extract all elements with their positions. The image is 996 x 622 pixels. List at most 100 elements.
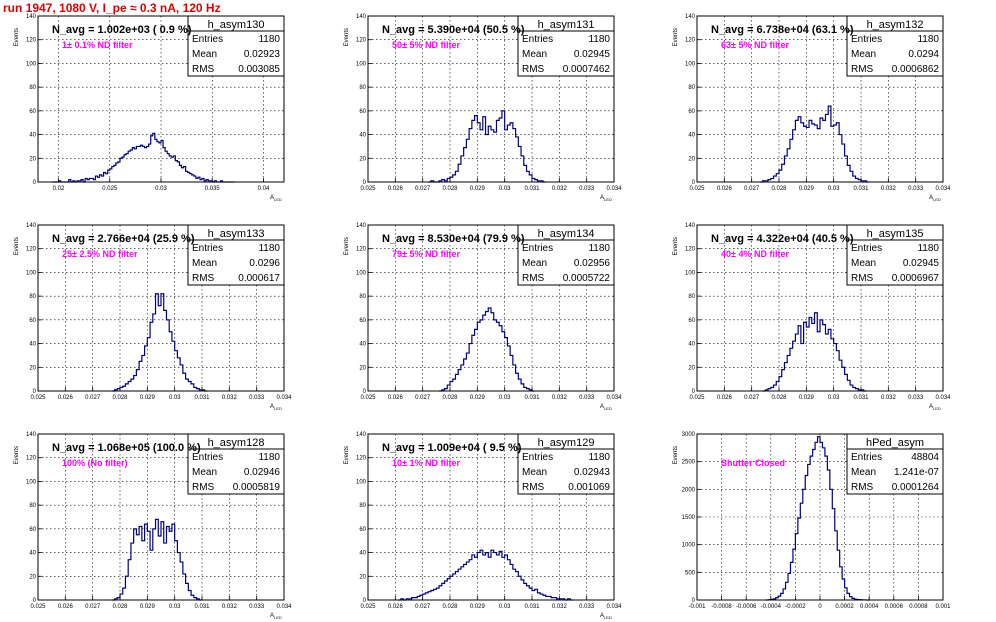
histogram-bin (494, 320, 497, 391)
histogram-bin (510, 123, 513, 182)
y-tick-label: 120 (26, 247, 37, 253)
y-tick-label: 3000 (682, 432, 696, 438)
histogram-bin (182, 168, 184, 182)
histogram-bin (167, 154, 169, 182)
histogram-bin (453, 574, 456, 600)
histogram-bin (499, 118, 502, 182)
x-tick-label: 0.033 (908, 395, 924, 401)
x-tick-label: 0.034 (606, 604, 622, 610)
x-tick-label: 0.025 (102, 186, 118, 192)
x-tick-label: 0.032 (552, 395, 568, 401)
histogram-bin (164, 310, 167, 391)
stats-box (187, 15, 285, 77)
histogram-bin (809, 317, 812, 391)
x-tick-label: 0.02 (53, 186, 65, 192)
histogram-bin (461, 567, 464, 600)
histogram-bin (136, 146, 138, 182)
y-axis-label: Events (673, 28, 679, 46)
x-tick-label: 0.034 (276, 604, 292, 610)
histogram-panel-h_asym128: 0.025 0.026 0.027 0.028 0.029 0.03 0.031 0.032 0… (14, 432, 292, 620)
x-tick-label: 0.033 (579, 604, 595, 610)
histogram-bin (141, 145, 143, 182)
stats-value: 48804 (911, 452, 939, 463)
x-tick-label: 0.029 (470, 395, 486, 401)
y-tick-label: 100 (685, 270, 696, 276)
histogram-panel-h_asym131: 0.025 0.026 0.027 0.028 0.029 0.03 0.031 0.032 0… (344, 14, 622, 202)
panel-title: N_avg = 4.322e+04 (40.5 %) (711, 233, 854, 245)
x-tick-label: 0.026 (58, 395, 74, 401)
panel-title: N_avg = 1.009e+04 ( 9.5 %) (382, 442, 522, 454)
stats-value: 1180 (258, 452, 280, 463)
x-tick-label: 0.035 (205, 186, 221, 192)
x-tick-label: 0.025 (360, 186, 376, 192)
stats-label: RMS (851, 273, 874, 284)
y-tick-label: 0 (33, 598, 37, 604)
panel-note: 40± 4% ND filter (721, 249, 789, 259)
panel-note: 79± 5% ND filter (392, 249, 460, 259)
x-tick-label: 0.0006 (885, 604, 904, 610)
histogram-bin (149, 144, 151, 182)
histogram-bin (505, 555, 508, 600)
stats-value: 0.02956 (574, 258, 611, 269)
y-tick-label: 0 (363, 180, 367, 186)
x-tick-label: 0.027 (415, 395, 431, 401)
histogram-bin (102, 176, 104, 182)
x-tick-label: 0.029 (470, 604, 486, 610)
stats-box (187, 433, 285, 495)
y-tick-label: 40 (359, 342, 366, 348)
stats-label: Entries (522, 243, 553, 254)
histogram-bin (450, 576, 453, 600)
y-tick-label: 40 (359, 551, 366, 557)
histogram-bin (475, 557, 478, 600)
histogram-bin (483, 555, 486, 600)
y-tick-label: 2500 (682, 460, 696, 466)
histogram-bin (153, 314, 156, 391)
panel-note: 50± 5% ND filter (392, 40, 460, 50)
stats-value: 0.02946 (244, 467, 281, 478)
histogram-bin (147, 146, 149, 182)
stats-label: RMS (192, 64, 215, 75)
histogram-bin (480, 130, 483, 182)
histogram-bin (163, 148, 165, 182)
x-tick-label: 0.03 (499, 604, 511, 610)
x-tick-label: 0.001 (935, 604, 951, 610)
x-tick-label: 0.025 (30, 395, 46, 401)
x-axis-label: ALED (270, 404, 282, 411)
histogram-bin (812, 124, 815, 182)
y-tick-label: 20 (688, 156, 695, 162)
histogram-bin (817, 129, 820, 182)
stats-value: 0.0007462 (563, 64, 611, 75)
x-tick-label: -0.0006 (736, 604, 757, 610)
stats-value: 0.0006967 (892, 273, 940, 284)
histogram-bin (817, 332, 820, 391)
x-tick-label: 0.03 (828, 186, 840, 192)
stats-value: 1180 (917, 34, 939, 45)
histogram-bin (499, 326, 502, 391)
histogram-bin (464, 564, 467, 600)
plot-frame (696, 224, 944, 392)
histogram-bin (496, 322, 499, 391)
histogram-outline (111, 293, 208, 392)
y-tick-label: 100 (356, 270, 367, 276)
stats-label: Entries (851, 452, 882, 463)
x-tick-label: 0.031 (524, 604, 540, 610)
y-tick-label: 40 (29, 342, 36, 348)
histogram-bin (458, 569, 461, 600)
x-tick-label: -0.0008 (711, 604, 732, 610)
x-tick-label: 0.026 (58, 604, 74, 610)
stats-label: Mean (522, 467, 547, 478)
x-tick-label: 0.025 (30, 604, 46, 610)
histogram-bin (812, 323, 815, 391)
histogram-bin (486, 135, 489, 182)
histogram-bin (118, 162, 120, 182)
y-axis-label: Events (344, 446, 350, 464)
histogram-bin (159, 143, 161, 182)
plot-frame (696, 15, 944, 183)
stats-box-title: h_asym135 (867, 228, 924, 240)
x-tick-label: 0.0004 (860, 604, 879, 610)
x-tick-label: 0.025 (689, 186, 705, 192)
histogram-bin (803, 489, 805, 600)
y-tick-label: 80 (359, 294, 366, 300)
histogram-outline (759, 105, 870, 183)
y-tick-label: 100 (685, 61, 696, 67)
